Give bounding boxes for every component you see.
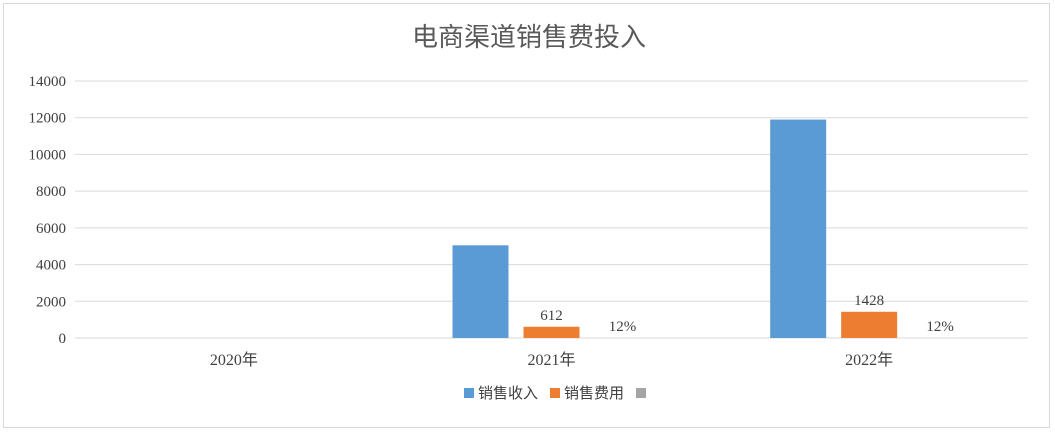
data-label: 12%	[609, 319, 637, 335]
legend-label: 销售费用	[564, 384, 624, 402]
bars	[452, 119, 898, 338]
x-category-label: 2020年	[210, 351, 258, 369]
y-tick-label: 0	[59, 331, 67, 347]
legend: 销售收入 销售费用	[464, 384, 646, 402]
x-axis-categories: 2020年 2021年 2022年	[210, 351, 893, 369]
gridlines	[75, 80, 1028, 339]
y-tick-label: 14000	[29, 74, 67, 90]
x-category-label: 2021年	[527, 351, 575, 369]
y-tick-label: 10000	[29, 147, 67, 163]
y-tick-label: 12000	[29, 111, 67, 127]
data-labels: 612 12% 1428 12%	[540, 293, 954, 335]
bar	[770, 119, 827, 338]
chart-title: 电商渠道销售费投入	[412, 23, 646, 53]
data-label: 12%	[926, 319, 954, 335]
y-axis-ticks: 0 2000 4000 6000 8000 10000 12000 14000	[29, 74, 67, 347]
chart-frame	[3, 3, 1050, 428]
y-tick-label: 2000	[36, 294, 66, 310]
bar	[841, 311, 898, 338]
y-tick-label: 6000	[36, 221, 66, 237]
x-category-label: 2022年	[845, 351, 893, 369]
data-label: 612	[540, 308, 563, 324]
legend-swatch	[464, 388, 474, 398]
y-tick-label: 4000	[36, 258, 66, 274]
bar	[452, 245, 509, 338]
y-tick-label: 8000	[36, 184, 66, 200]
legend-swatch	[550, 388, 560, 398]
legend-label: 销售收入	[478, 384, 538, 402]
legend-swatch	[636, 388, 646, 398]
bar	[523, 326, 580, 338]
data-label: 1428	[854, 293, 884, 309]
